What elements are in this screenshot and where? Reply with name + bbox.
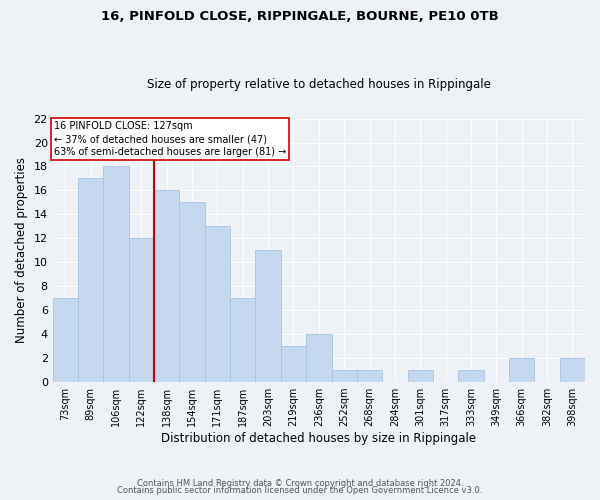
Text: Contains public sector information licensed under the Open Government Licence v3: Contains public sector information licen… (118, 486, 482, 495)
Text: Contains HM Land Registry data © Crown copyright and database right 2024.: Contains HM Land Registry data © Crown c… (137, 478, 463, 488)
Bar (458, 370, 484, 382)
Bar (560, 358, 585, 382)
Y-axis label: Number of detached properties: Number of detached properties (15, 158, 28, 344)
Text: 16 PINFOLD CLOSE: 127sqm
← 37% of detached houses are smaller (47)
63% of semi-d: 16 PINFOLD CLOSE: 127sqm ← 37% of detach… (54, 121, 286, 158)
Bar (53, 298, 78, 382)
Bar (407, 370, 433, 382)
Bar (509, 358, 535, 382)
Bar (332, 370, 357, 382)
Bar (230, 298, 256, 382)
Bar (281, 346, 306, 382)
Bar (103, 166, 129, 382)
Text: 16, PINFOLD CLOSE, RIPPINGALE, BOURNE, PE10 0TB: 16, PINFOLD CLOSE, RIPPINGALE, BOURNE, P… (101, 10, 499, 23)
Title: Size of property relative to detached houses in Rippingale: Size of property relative to detached ho… (147, 78, 491, 91)
Bar (129, 238, 154, 382)
Bar (179, 202, 205, 382)
Bar (154, 190, 179, 382)
Bar (205, 226, 230, 382)
Bar (306, 334, 332, 382)
Bar (256, 250, 281, 382)
X-axis label: Distribution of detached houses by size in Rippingale: Distribution of detached houses by size … (161, 432, 476, 445)
Bar (78, 178, 103, 382)
Bar (357, 370, 382, 382)
